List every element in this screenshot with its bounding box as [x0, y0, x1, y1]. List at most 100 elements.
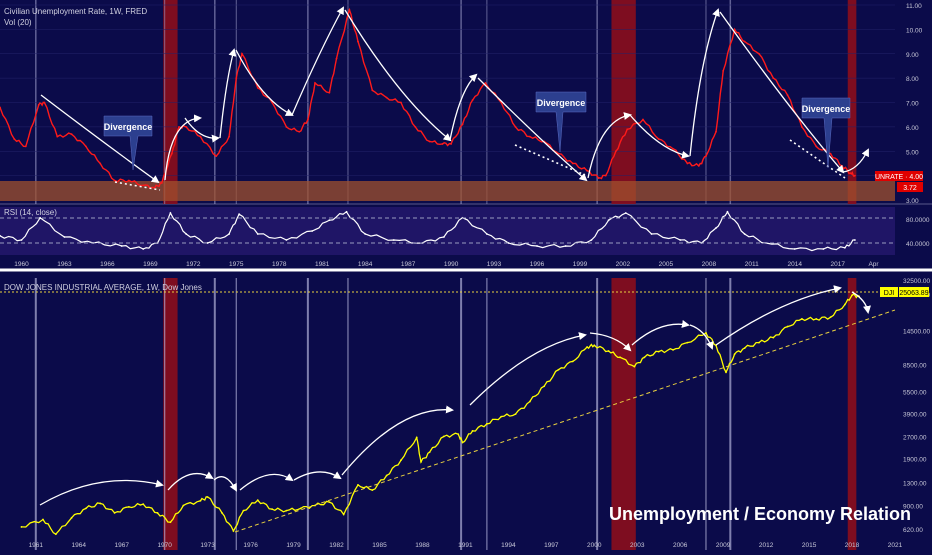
- watermark-title: Unemployment / Economy Relation: [609, 504, 911, 524]
- rsi-point: [346, 211, 348, 213]
- rsi-point: [443, 236, 445, 238]
- dji-point: [457, 433, 459, 435]
- dji-point: [486, 423, 488, 425]
- x-tick-label: 1973: [200, 542, 215, 549]
- unrate-point: [472, 99, 474, 101]
- rsi-point: [121, 245, 123, 247]
- unrate-point: [850, 172, 852, 174]
- x-tick-label: 2014: [788, 261, 803, 268]
- unrate-point: [298, 131, 300, 133]
- unrate-point: [642, 119, 644, 121]
- rsi-point: [238, 213, 240, 215]
- unrate-point: [200, 136, 202, 138]
- y-tick-label: 5500.00: [903, 390, 927, 397]
- dji-point: [815, 318, 817, 320]
- dji-point: [343, 514, 345, 516]
- unrate-point: [758, 53, 760, 55]
- dji-point: [758, 342, 760, 344]
- dji-point: [286, 510, 288, 512]
- dji-point: [207, 496, 209, 498]
- unrate-point: [462, 124, 464, 126]
- unrate-point: [161, 182, 163, 184]
- unrate-low-label: 3.72: [903, 185, 917, 192]
- unrate-point: [615, 150, 617, 152]
- dji-point: [744, 347, 746, 349]
- recession-band-top: [611, 0, 635, 204]
- dji-point: [658, 351, 660, 353]
- y-tick-label: 1900.00: [903, 457, 927, 464]
- x-tick-label: 1988: [415, 542, 430, 549]
- unrate-point: [114, 180, 116, 182]
- x-tick-label: 1987: [401, 261, 416, 268]
- unrate-point: [307, 119, 309, 121]
- unrate-point: [25, 145, 27, 147]
- unrate-point: [841, 165, 843, 167]
- rsi-point: [679, 239, 681, 241]
- dji-point: [443, 436, 445, 438]
- dji-point: [593, 344, 595, 346]
- dji-point: [705, 332, 707, 334]
- x-tick-label: 2018: [845, 542, 860, 549]
- x-tick-label: 1966: [100, 261, 115, 268]
- dji-point: [787, 326, 789, 328]
- dji-point: [386, 475, 388, 477]
- unrate-point: [357, 41, 359, 43]
- rsi-point: [715, 227, 717, 229]
- dji-point: [170, 521, 172, 523]
- rsi-point: [328, 219, 330, 221]
- unrate-point: [772, 77, 774, 79]
- x-tick-label: 1961: [29, 542, 44, 549]
- unrate-point: [13, 138, 15, 140]
- dji-point: [142, 503, 144, 505]
- y-tick-label: 32500.00: [903, 278, 930, 285]
- dji-point: [99, 503, 101, 505]
- x-tick-label: 1996: [530, 261, 545, 268]
- rsi-point: [854, 239, 856, 241]
- unrate-point: [744, 41, 746, 43]
- dji-point: [686, 342, 688, 344]
- dji-point: [257, 499, 259, 501]
- dji-point: [85, 507, 87, 509]
- rsi-point: [21, 239, 23, 241]
- x-tick-label: 1975: [229, 261, 244, 268]
- x-tick-label: 2011: [745, 261, 759, 268]
- x-tick-label: 1976: [243, 542, 258, 549]
- y-tick-label: 7.00: [906, 101, 919, 108]
- dji-point: [114, 512, 116, 514]
- rsi-point: [794, 248, 796, 250]
- dji-point: [672, 349, 674, 351]
- dji-point: [55, 533, 57, 535]
- dji-point: [633, 366, 635, 368]
- dji-point: [357, 484, 359, 486]
- unrate-point: [442, 143, 444, 145]
- dji-point: [221, 512, 223, 514]
- dji-point: [644, 356, 646, 358]
- unrate-point: [171, 153, 173, 155]
- unrate-point: [854, 175, 856, 177]
- x-tick-label: 2005: [659, 261, 674, 268]
- unrate-point: [85, 145, 87, 147]
- x-tick-label: 1993: [487, 261, 502, 268]
- rsi-point: [364, 233, 366, 235]
- dji-point: [830, 316, 832, 318]
- x-tick-label: 2003: [630, 542, 645, 549]
- x-tick-label: 1963: [57, 261, 72, 268]
- rsi-point: [823, 248, 825, 250]
- unrate-point: [228, 136, 230, 138]
- unrate-point: [400, 102, 402, 104]
- dji-point: [529, 401, 531, 403]
- x-tick-label: 1981: [315, 261, 330, 268]
- unrate-point: [686, 163, 688, 165]
- unrate-point: [43, 102, 45, 104]
- rsi-point: [651, 233, 653, 235]
- low-unemployment-band: [0, 181, 895, 201]
- y-tick-label: 620.00: [903, 527, 923, 534]
- y-tick-label: 3.00: [906, 198, 919, 205]
- rsi-point: [142, 248, 144, 250]
- rsi-point: [170, 212, 172, 214]
- dji-point: [420, 461, 422, 463]
- unrate-point: [349, 9, 351, 11]
- x-tick-label: 2015: [802, 542, 817, 549]
- unrate-point: [241, 53, 243, 55]
- unrate-point: [801, 126, 803, 128]
